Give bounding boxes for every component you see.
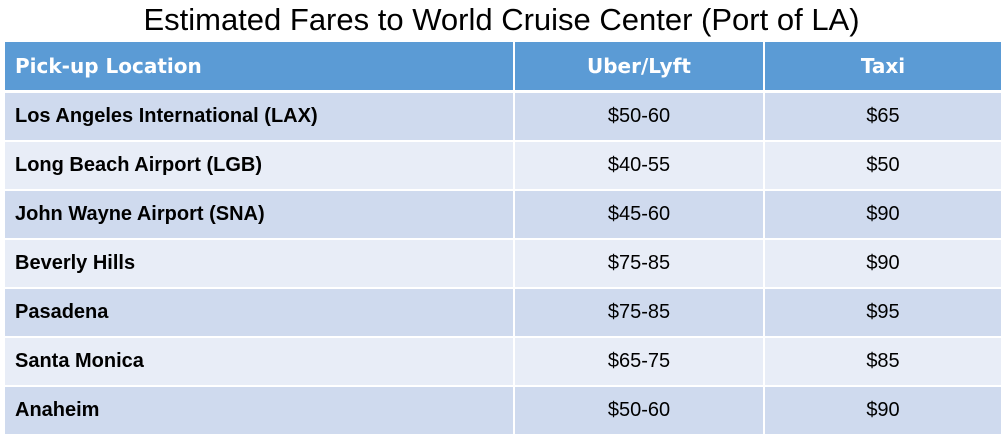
table-row: Anaheim $50-60 $90 xyxy=(5,386,1001,436)
fares-table: Pick-up Location Uber/Lyft Taxi Los Ange… xyxy=(5,42,1001,436)
taxi-fare-cell: $65 xyxy=(764,91,1001,142)
pickup-location-cell: Pasadena xyxy=(5,288,515,338)
taxi-fare-cell: $85 xyxy=(764,337,1001,387)
header-row: Pick-up Location Uber/Lyft Taxi xyxy=(5,42,1001,93)
uber-lyft-fare-cell: $75-85 xyxy=(514,239,765,289)
table-body: Los Angeles International (LAX) $50-60 $… xyxy=(5,91,1001,436)
uber-lyft-fare-cell: $65-75 xyxy=(514,337,765,387)
taxi-fare-cell: $90 xyxy=(764,190,1001,240)
table-row: Pasadena $75-85 $95 xyxy=(5,288,1001,338)
uber-lyft-fare-cell: $50-60 xyxy=(514,91,765,142)
table-row: Beverly Hills $75-85 $90 xyxy=(5,239,1001,289)
table-row: John Wayne Airport (SNA) $45-60 $90 xyxy=(5,190,1001,240)
pickup-location-cell: Santa Monica xyxy=(5,337,515,387)
column-header-pickup-location: Pick-up Location xyxy=(5,42,515,93)
column-header-taxi: Taxi xyxy=(764,42,1001,93)
page-title: Estimated Fares to World Cruise Center (… xyxy=(143,2,860,37)
taxi-fare-cell: $90 xyxy=(764,239,1001,289)
uber-lyft-fare-cell: $75-85 xyxy=(514,288,765,338)
table-row: Santa Monica $65-75 $85 xyxy=(5,337,1001,387)
taxi-fare-cell: $50 xyxy=(764,141,1001,191)
pickup-location-cell: Anaheim xyxy=(5,386,515,436)
pickup-location-cell: Beverly Hills xyxy=(5,239,515,289)
uber-lyft-fare-cell: $40-55 xyxy=(514,141,765,191)
uber-lyft-fare-cell: $45-60 xyxy=(514,190,765,240)
uber-lyft-fare-cell: $50-60 xyxy=(514,386,765,436)
taxi-fare-cell: $90 xyxy=(764,386,1001,436)
table-header: Pick-up Location Uber/Lyft Taxi xyxy=(5,42,1001,93)
pickup-location-cell: John Wayne Airport (SNA) xyxy=(5,190,515,240)
pickup-location-cell: Los Angeles International (LAX) xyxy=(5,91,515,142)
taxi-fare-cell: $95 xyxy=(764,288,1001,338)
table-row: Long Beach Airport (LGB) $40-55 $50 xyxy=(5,141,1001,191)
table-row: Los Angeles International (LAX) $50-60 $… xyxy=(5,91,1001,142)
pickup-location-cell: Long Beach Airport (LGB) xyxy=(5,141,515,191)
column-header-uber-lyft: Uber/Lyft xyxy=(514,42,765,93)
